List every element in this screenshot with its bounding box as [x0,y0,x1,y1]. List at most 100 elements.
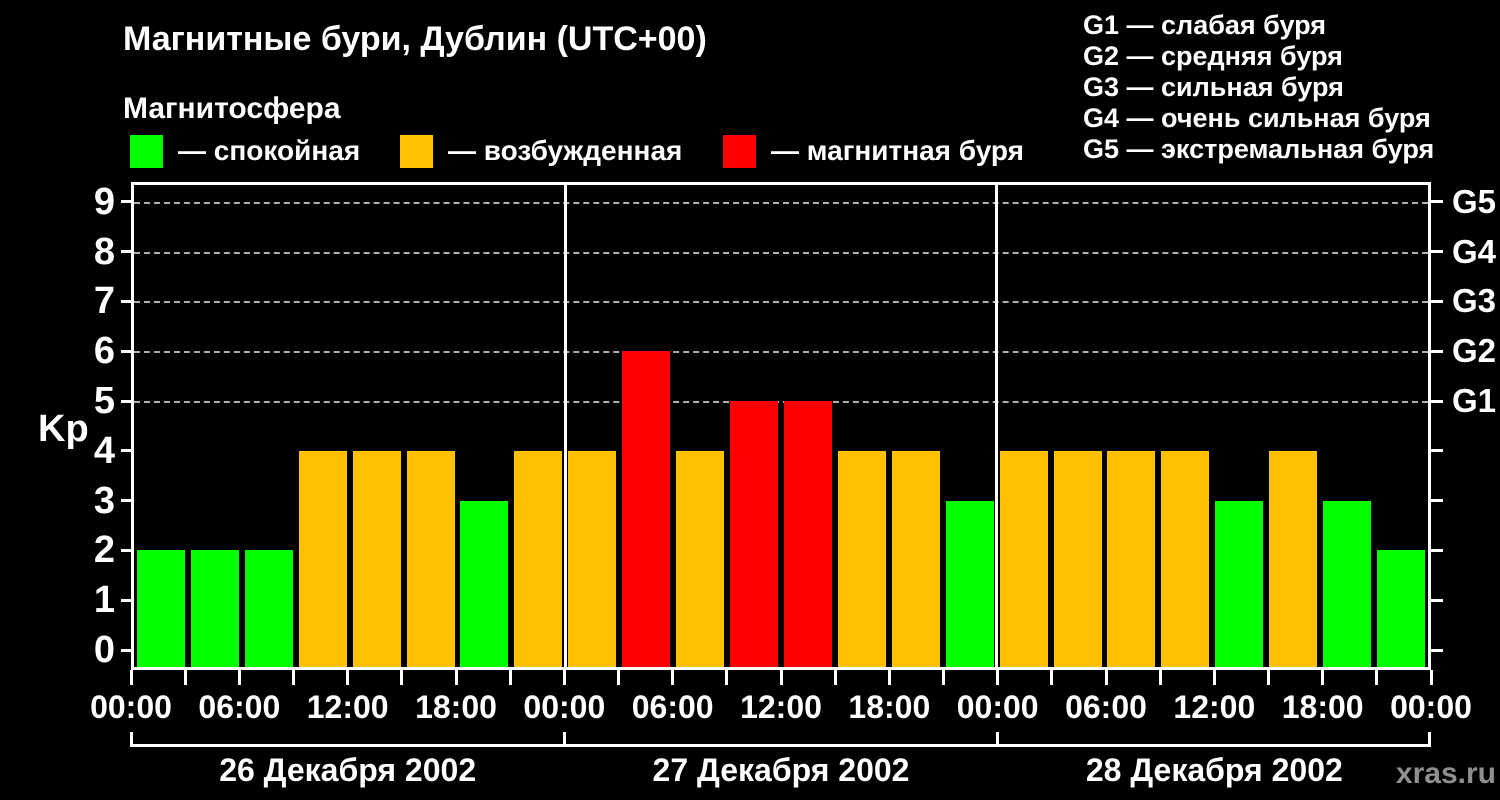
kp-bar [676,450,725,667]
watermark: xras.ru [1395,757,1496,790]
y-tick-label: 9 [93,180,115,223]
kp-bar [999,450,1048,667]
bracket-tick [1428,732,1431,747]
gridline-kp6 [134,351,1428,354]
right-axis-tick [1431,399,1443,403]
legend-label: — возбужденная [448,135,683,166]
legend-swatch-excited [400,134,433,168]
y-axis-tick [121,548,131,552]
right-axis-tick [1431,598,1443,602]
day-divider [563,185,567,667]
y-axis-label-kp: Kp [38,408,89,450]
kp-bar [514,450,563,667]
x-axis-tick [1212,670,1216,685]
legend-label: — магнитная буря [771,135,1024,166]
y-axis-tick [121,399,131,403]
g-scale-line: G1 — слабая буря [1083,10,1327,40]
x-axis-tick [671,670,675,685]
x-axis-tick [887,670,891,685]
right-axis-tick [1431,499,1443,503]
date-label: 28 Декабря 2002 [1085,752,1343,788]
chart-subtitle: Магнитосфера [123,92,341,125]
y-axis-tick [121,349,131,353]
kp-bar [244,550,293,667]
kp-bar [1323,500,1372,667]
x-axis-tick [725,670,729,685]
x-axis-tick [833,670,837,685]
kp-bar [891,450,940,667]
x-axis-tick [346,670,350,685]
x-time-label: 00:00 [90,689,172,725]
x-axis-tick [237,670,241,685]
y-axis-tick [121,598,131,602]
x-axis-tick [1375,670,1379,685]
kp-bar [568,450,617,667]
g-level-label: G1 [1452,382,1497,419]
x-time-label: 06:00 [198,689,281,725]
x-axis-tick [1158,670,1162,685]
x-time-label: 00:00 [523,689,606,725]
bracket-tick [562,732,566,747]
g-level-label: G2 [1452,332,1497,370]
x-axis-tick [1321,670,1325,685]
date-label: 27 Декабря 2002 [652,752,910,788]
kp-bar [1053,450,1102,667]
x-time-label: 00:00 [956,689,1039,725]
kp-bar [1377,550,1426,667]
kp-bar [460,500,509,667]
x-axis-tick [779,670,783,685]
y-tick-label: 8 [93,230,115,273]
y-tick-label: 3 [93,479,115,522]
x-axis-tick [400,670,404,685]
y-tick-label: 2 [93,529,115,572]
legend-swatch-storm [723,134,756,168]
x-axis-tick [1267,670,1270,685]
x-time-label: 12:00 [306,689,389,725]
right-axis-tick [1431,648,1443,652]
y-axis-tick [121,299,131,303]
legend-item-excited: — возбужденная [400,133,682,169]
x-axis-tick [617,670,620,685]
y-tick-label: 6 [93,330,115,373]
bracket-tick [996,732,1000,747]
x-time-label: 12:00 [1173,689,1256,725]
x-axis-tick [996,670,1000,685]
x-time-label: 12:00 [740,689,822,725]
y-tick-label: 4 [93,429,115,472]
kp-bar [136,550,185,667]
x-axis-tick [292,670,295,685]
g-level-label: G5 [1452,182,1497,220]
chart-title: Магнитные бури, Дублин (UTC+00) [123,20,707,58]
kp-bar [298,450,347,667]
x-time-label: 06:00 [631,689,714,725]
y-tick-label: 1 [93,579,115,622]
day-divider [995,185,999,667]
x-time-label: 18:00 [415,689,497,725]
kp-bar [190,550,239,667]
y-tick-label: 7 [93,280,115,323]
g-scale-line: G5 — экстремальная буря [1083,134,1435,164]
x-axis-tick [129,670,133,685]
y-tick-label: 0 [93,629,115,671]
gridline-kp7 [134,301,1428,304]
right-axis-tick [1431,548,1443,552]
gridline-kp5 [134,401,1428,403]
x-axis-tick [1429,670,1433,685]
legend-label: — спокойная [178,135,361,166]
x-axis-tick [183,670,187,685]
y-tick-label: 5 [93,380,115,422]
x-time-label: 18:00 [1281,689,1364,725]
kp-bar [1269,450,1318,667]
kp-bar [783,401,832,667]
bracket-tick [129,732,133,747]
x-axis-tick [1050,670,1054,685]
x-axis-tick [508,670,512,685]
g-scale-legend: G1 — слабая буря G2 — средняя буря G3 — си… [1083,10,1434,165]
gridline-kp8 [134,251,1428,254]
x-axis-tick [1104,670,1108,685]
y-axis-tick [121,200,131,204]
x-axis-tick [562,670,566,685]
kp-bar [1107,450,1156,667]
kp-bar [1215,500,1264,667]
kp-bar [945,500,994,667]
